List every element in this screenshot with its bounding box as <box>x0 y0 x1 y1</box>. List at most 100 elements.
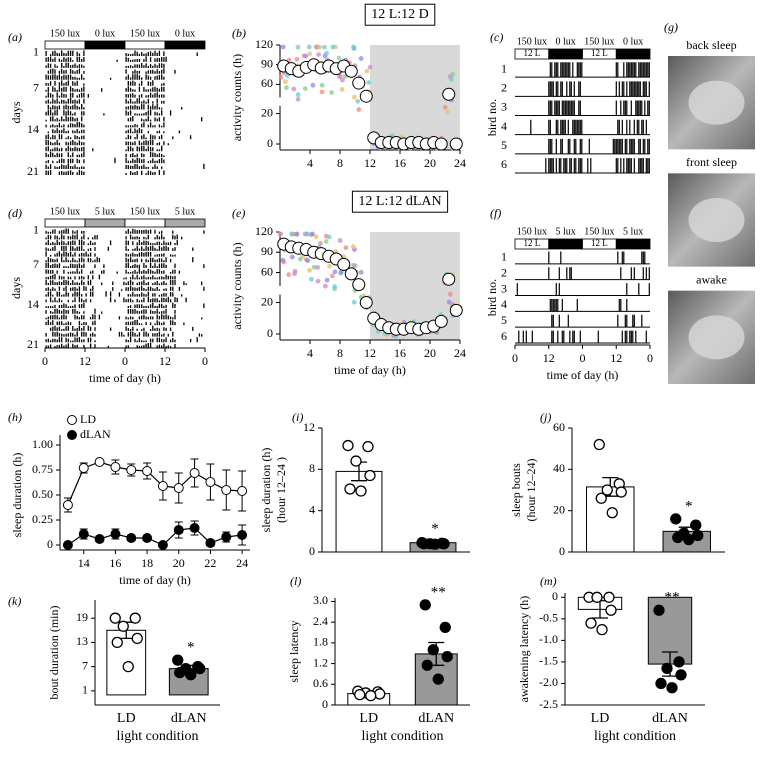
y-tick-label: 6 <box>501 329 507 343</box>
individual-dot <box>306 44 312 50</box>
individual-dot <box>342 74 348 79</box>
individual-dot <box>304 231 310 237</box>
individual-dot <box>315 278 321 284</box>
individual-dot <box>307 267 312 273</box>
light-bar <box>124 218 166 228</box>
individual-point <box>362 440 374 453</box>
x-tick-label: LD <box>591 711 610 726</box>
light-bar <box>615 48 651 60</box>
mean-point <box>344 64 358 78</box>
individual-dot <box>351 299 357 305</box>
y-tick-label: 1 <box>501 61 507 75</box>
mean-point <box>359 296 373 310</box>
individual-dot <box>289 254 295 260</box>
individual-point <box>344 483 356 495</box>
significance: ** <box>665 590 680 606</box>
activity-trace <box>45 86 165 92</box>
point <box>205 538 216 548</box>
point <box>173 525 184 535</box>
x-tick-label: 20 <box>173 556 185 570</box>
y-axis-label: activity counts (h) <box>230 54 244 141</box>
period-label: 12 L <box>591 48 608 58</box>
x-tick-label: 22 <box>204 556 216 570</box>
activity-trace <box>45 109 172 116</box>
individual-dot <box>340 77 345 83</box>
individual-dot <box>336 55 342 61</box>
point <box>62 540 73 550</box>
panel-label: (j) <box>540 410 551 424</box>
mean-point <box>344 267 358 281</box>
individual-point <box>670 513 682 525</box>
y-tick-label: -2.0 <box>539 675 558 689</box>
y-tick-label: 0.50 <box>32 487 53 501</box>
individual-point <box>374 688 386 700</box>
y-axis-label: sleep latency <box>287 620 301 682</box>
x-tick-label: 24 <box>454 156 466 170</box>
y-axis-label: (hour 12–24 ) <box>274 457 288 523</box>
panel-label: (g) <box>664 20 678 34</box>
activity-trace <box>45 251 176 257</box>
y-axis-label: awakening latency (h) <box>517 596 531 703</box>
individual-point <box>185 669 197 681</box>
individual-point <box>365 690 377 702</box>
bar <box>335 470 383 553</box>
y-tick-label: 0 <box>309 544 315 558</box>
activity-trace <box>45 291 183 297</box>
activity-trace <box>45 74 165 80</box>
individual-point <box>111 636 123 649</box>
individual-dot <box>322 283 328 289</box>
significance: * <box>685 498 693 514</box>
individual-point <box>605 604 617 616</box>
y-tick-label: 7 <box>33 80 39 94</box>
y-tick-label: 1.00 <box>32 437 53 451</box>
y-tick-label: 0 <box>322 697 328 711</box>
individual-dot <box>366 80 372 85</box>
y-tick-label: 120 <box>255 37 273 51</box>
y-tick-label: 8 <box>309 461 315 475</box>
individual-dot <box>364 68 370 74</box>
point <box>110 529 121 539</box>
individual-dot <box>327 263 332 269</box>
individual-dot <box>294 231 300 237</box>
light-label: 150 lux <box>130 28 160 39</box>
y-tick-label: 0.75 <box>32 462 53 476</box>
individual-dot <box>295 44 301 50</box>
y-axis-label: (hour 12–24) <box>524 459 538 522</box>
series-line <box>67 527 243 546</box>
point <box>157 481 168 491</box>
activity-trace <box>45 151 165 158</box>
x-tick-label: LD <box>117 711 136 726</box>
individual-dot <box>278 231 284 237</box>
individual-point <box>603 591 615 603</box>
individual-dot <box>324 277 330 283</box>
individual-point <box>601 484 613 496</box>
individual-dot <box>330 44 336 50</box>
individual-dot <box>332 284 337 289</box>
activity-trace <box>45 169 165 175</box>
y-tick-label: 1 <box>501 250 507 264</box>
y-tick-label: 4 <box>501 119 507 133</box>
individual-dot <box>352 263 358 269</box>
x-tick-label: 18 <box>141 556 153 570</box>
point <box>189 468 200 478</box>
sleep-trace <box>548 267 650 280</box>
image-caption: back sleep <box>686 38 736 52</box>
activity-trace <box>45 163 205 169</box>
sleep-trace <box>516 283 650 296</box>
y-tick-label: 40 <box>553 461 565 475</box>
x-tick-label: 14 <box>78 556 90 570</box>
activity-trace <box>45 133 192 140</box>
activity-trace <box>45 331 203 337</box>
individual-dot <box>284 85 289 91</box>
individual-point <box>683 533 695 546</box>
individual-point <box>355 485 367 497</box>
sleep-trace <box>548 251 646 264</box>
sleep-trace <box>518 330 647 343</box>
y-tick-label: 7 <box>82 658 88 672</box>
activity-trace <box>47 68 176 74</box>
y-tick-label: 2 <box>501 266 507 280</box>
individual-dot <box>351 44 356 50</box>
x-tick-label: dLAN <box>171 711 207 726</box>
image-caption: front sleep <box>686 155 737 169</box>
light-label: 150 lux <box>517 36 547 47</box>
